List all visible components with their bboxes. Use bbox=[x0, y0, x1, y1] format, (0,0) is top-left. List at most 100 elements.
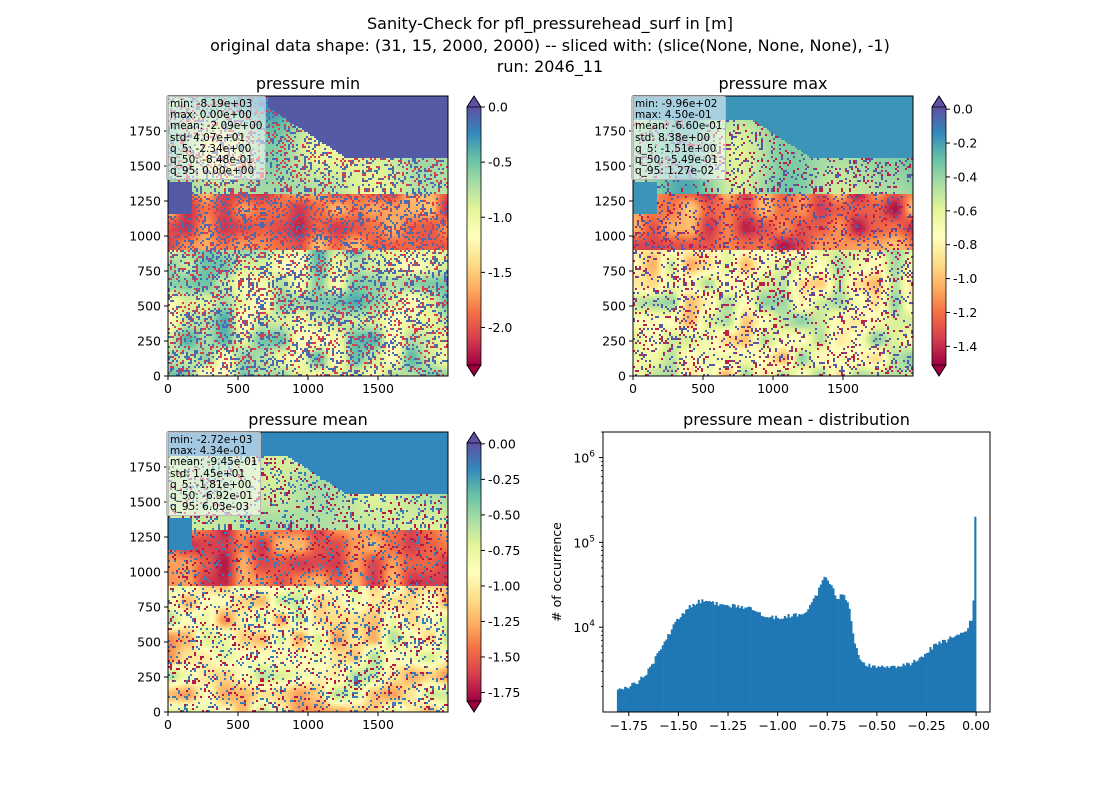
colorbar-tick-label-pressure-min: -2.0 bbox=[488, 320, 512, 335]
histogram-axes-frame bbox=[602, 431, 991, 713]
histogram-bar bbox=[787, 614, 790, 712]
histogram-bar bbox=[848, 608, 851, 712]
histogram-bar bbox=[690, 607, 693, 712]
histogram-bar bbox=[861, 661, 864, 712]
y-tick-label-pressure-max: 1750 bbox=[594, 124, 626, 139]
histogram-bar bbox=[767, 617, 770, 712]
histogram-bar bbox=[857, 655, 860, 712]
histogram-bar bbox=[843, 595, 846, 712]
histogram-bar bbox=[656, 653, 659, 712]
histogram-bar bbox=[715, 601, 718, 712]
histogram-bar bbox=[963, 631, 966, 712]
histogram-bar bbox=[814, 595, 817, 712]
y-tick-label-pressure-min: 500 bbox=[137, 299, 161, 314]
colorbar-extend-max-pressure-mean bbox=[466, 431, 482, 444]
histogram-bar bbox=[940, 643, 943, 712]
histogram-bar bbox=[755, 611, 758, 712]
histogram-bar bbox=[918, 657, 921, 712]
histogram-bar bbox=[792, 613, 796, 712]
histogram-bar bbox=[897, 666, 900, 712]
histogram-bar bbox=[929, 646, 932, 712]
y-tick-label-pressure-mean: 1500 bbox=[129, 495, 161, 510]
histogram-bar bbox=[631, 683, 634, 712]
colorbar-tick-label-pressure-max: -0.8 bbox=[953, 237, 977, 252]
histogram-bar bbox=[821, 580, 824, 712]
histogram-bar bbox=[676, 618, 679, 712]
y-tick-label-pressure-mean: 0 bbox=[153, 705, 161, 720]
y-tick-label-pressure-max: 1000 bbox=[594, 229, 626, 244]
histogram-bar bbox=[742, 608, 745, 712]
histogram-bar bbox=[812, 598, 815, 712]
figure-title-line-2: original data shape: (31, 15, 2000, 2000… bbox=[210, 36, 890, 55]
colorbar-tick-label-pressure-max: -0.6 bbox=[953, 203, 977, 218]
y-tick-label-pressure-max: 1500 bbox=[594, 159, 626, 174]
y-tick-label-pressure-min: 1000 bbox=[129, 229, 161, 244]
subplot-title-pressure-max: pressure max bbox=[718, 74, 827, 93]
histogram-bar bbox=[686, 609, 690, 712]
histogram-bar bbox=[708, 600, 711, 712]
histogram-bar bbox=[891, 665, 894, 712]
histogram-bar bbox=[688, 605, 691, 712]
histogram-bar bbox=[773, 619, 776, 712]
histogram-bar bbox=[834, 595, 837, 712]
histogram-bar bbox=[895, 667, 898, 712]
histogram-bar bbox=[764, 617, 767, 712]
histogram-bar bbox=[661, 645, 664, 712]
histogram-bar bbox=[934, 643, 937, 712]
histogram-bar bbox=[740, 605, 743, 712]
histogram-bar bbox=[704, 600, 707, 712]
histogram-bar bbox=[692, 603, 695, 712]
colorbar-tick-label-pressure-mean: -1.25 bbox=[488, 614, 520, 629]
y-tick-label-pressure-max: 250 bbox=[602, 334, 626, 349]
colorbar-outline-pressure-max bbox=[931, 95, 947, 377]
colorbar-extend-min-pressure-max bbox=[931, 364, 947, 377]
histogram-x-tick-label: 0.00 bbox=[962, 718, 990, 733]
colorbar-tick-label-pressure-mean: 0.00 bbox=[488, 436, 516, 451]
histogram-bar bbox=[959, 632, 963, 712]
histogram-bar bbox=[911, 662, 914, 712]
histogram-bar bbox=[818, 587, 821, 712]
histogram-bar bbox=[783, 615, 787, 712]
colorbar-pressure-mean bbox=[467, 443, 481, 701]
histogram-bar bbox=[724, 605, 727, 712]
histogram-bar bbox=[943, 639, 946, 712]
histogram-y-tick-label: 104 bbox=[573, 619, 595, 635]
histogram-bar bbox=[753, 610, 756, 712]
histogram-bar bbox=[936, 644, 939, 712]
colorbar-tick-label-pressure-min: 0.0 bbox=[488, 100, 508, 115]
histogram-bar bbox=[920, 656, 923, 712]
histogram-bar bbox=[846, 602, 849, 712]
y-tick-label-pressure-min: 250 bbox=[137, 334, 161, 349]
histogram-bar bbox=[633, 682, 636, 712]
histogram-bar bbox=[839, 594, 842, 712]
histogram-bar bbox=[875, 667, 878, 712]
histogram-bar bbox=[712, 601, 715, 712]
histogram-bar bbox=[810, 602, 813, 712]
x-tick-label-pressure-min: 1000 bbox=[292, 381, 324, 396]
histogram-bar bbox=[954, 635, 957, 712]
histogram-title: pressure mean - distribution bbox=[683, 410, 910, 429]
histogram-bar bbox=[647, 668, 650, 712]
histogram-x-tick-label: −1.75 bbox=[610, 718, 648, 733]
histogram-bar bbox=[950, 637, 954, 712]
x-tick-label-pressure-max: 1000 bbox=[757, 381, 789, 396]
histogram-bar bbox=[796, 616, 799, 712]
colorbar-tick-label-pressure-max: -1.4 bbox=[953, 339, 977, 354]
histogram-bar bbox=[974, 516, 977, 712]
histogram-bar bbox=[837, 599, 840, 712]
histogram-bar bbox=[674, 621, 677, 712]
stats-box-pressure-mean: min: -2.72e+03 max: 4.34e-01 mean: -9.45… bbox=[166, 432, 262, 517]
histogram-bar bbox=[730, 607, 733, 712]
histogram-x-tick-label: −1.50 bbox=[659, 718, 697, 733]
y-tick-label-pressure-max: 0 bbox=[618, 369, 626, 384]
histogram-bar bbox=[925, 653, 928, 712]
colorbar-tick-label-pressure-max: -0.4 bbox=[953, 169, 977, 184]
y-tick-label-pressure-mean: 1250 bbox=[129, 530, 161, 545]
histogram-bar bbox=[859, 659, 862, 712]
histogram-bar bbox=[931, 649, 934, 712]
histogram-bar bbox=[620, 688, 623, 712]
histogram-bar bbox=[873, 665, 876, 712]
histogram-bar bbox=[624, 686, 627, 712]
histogram-bar bbox=[844, 600, 848, 712]
